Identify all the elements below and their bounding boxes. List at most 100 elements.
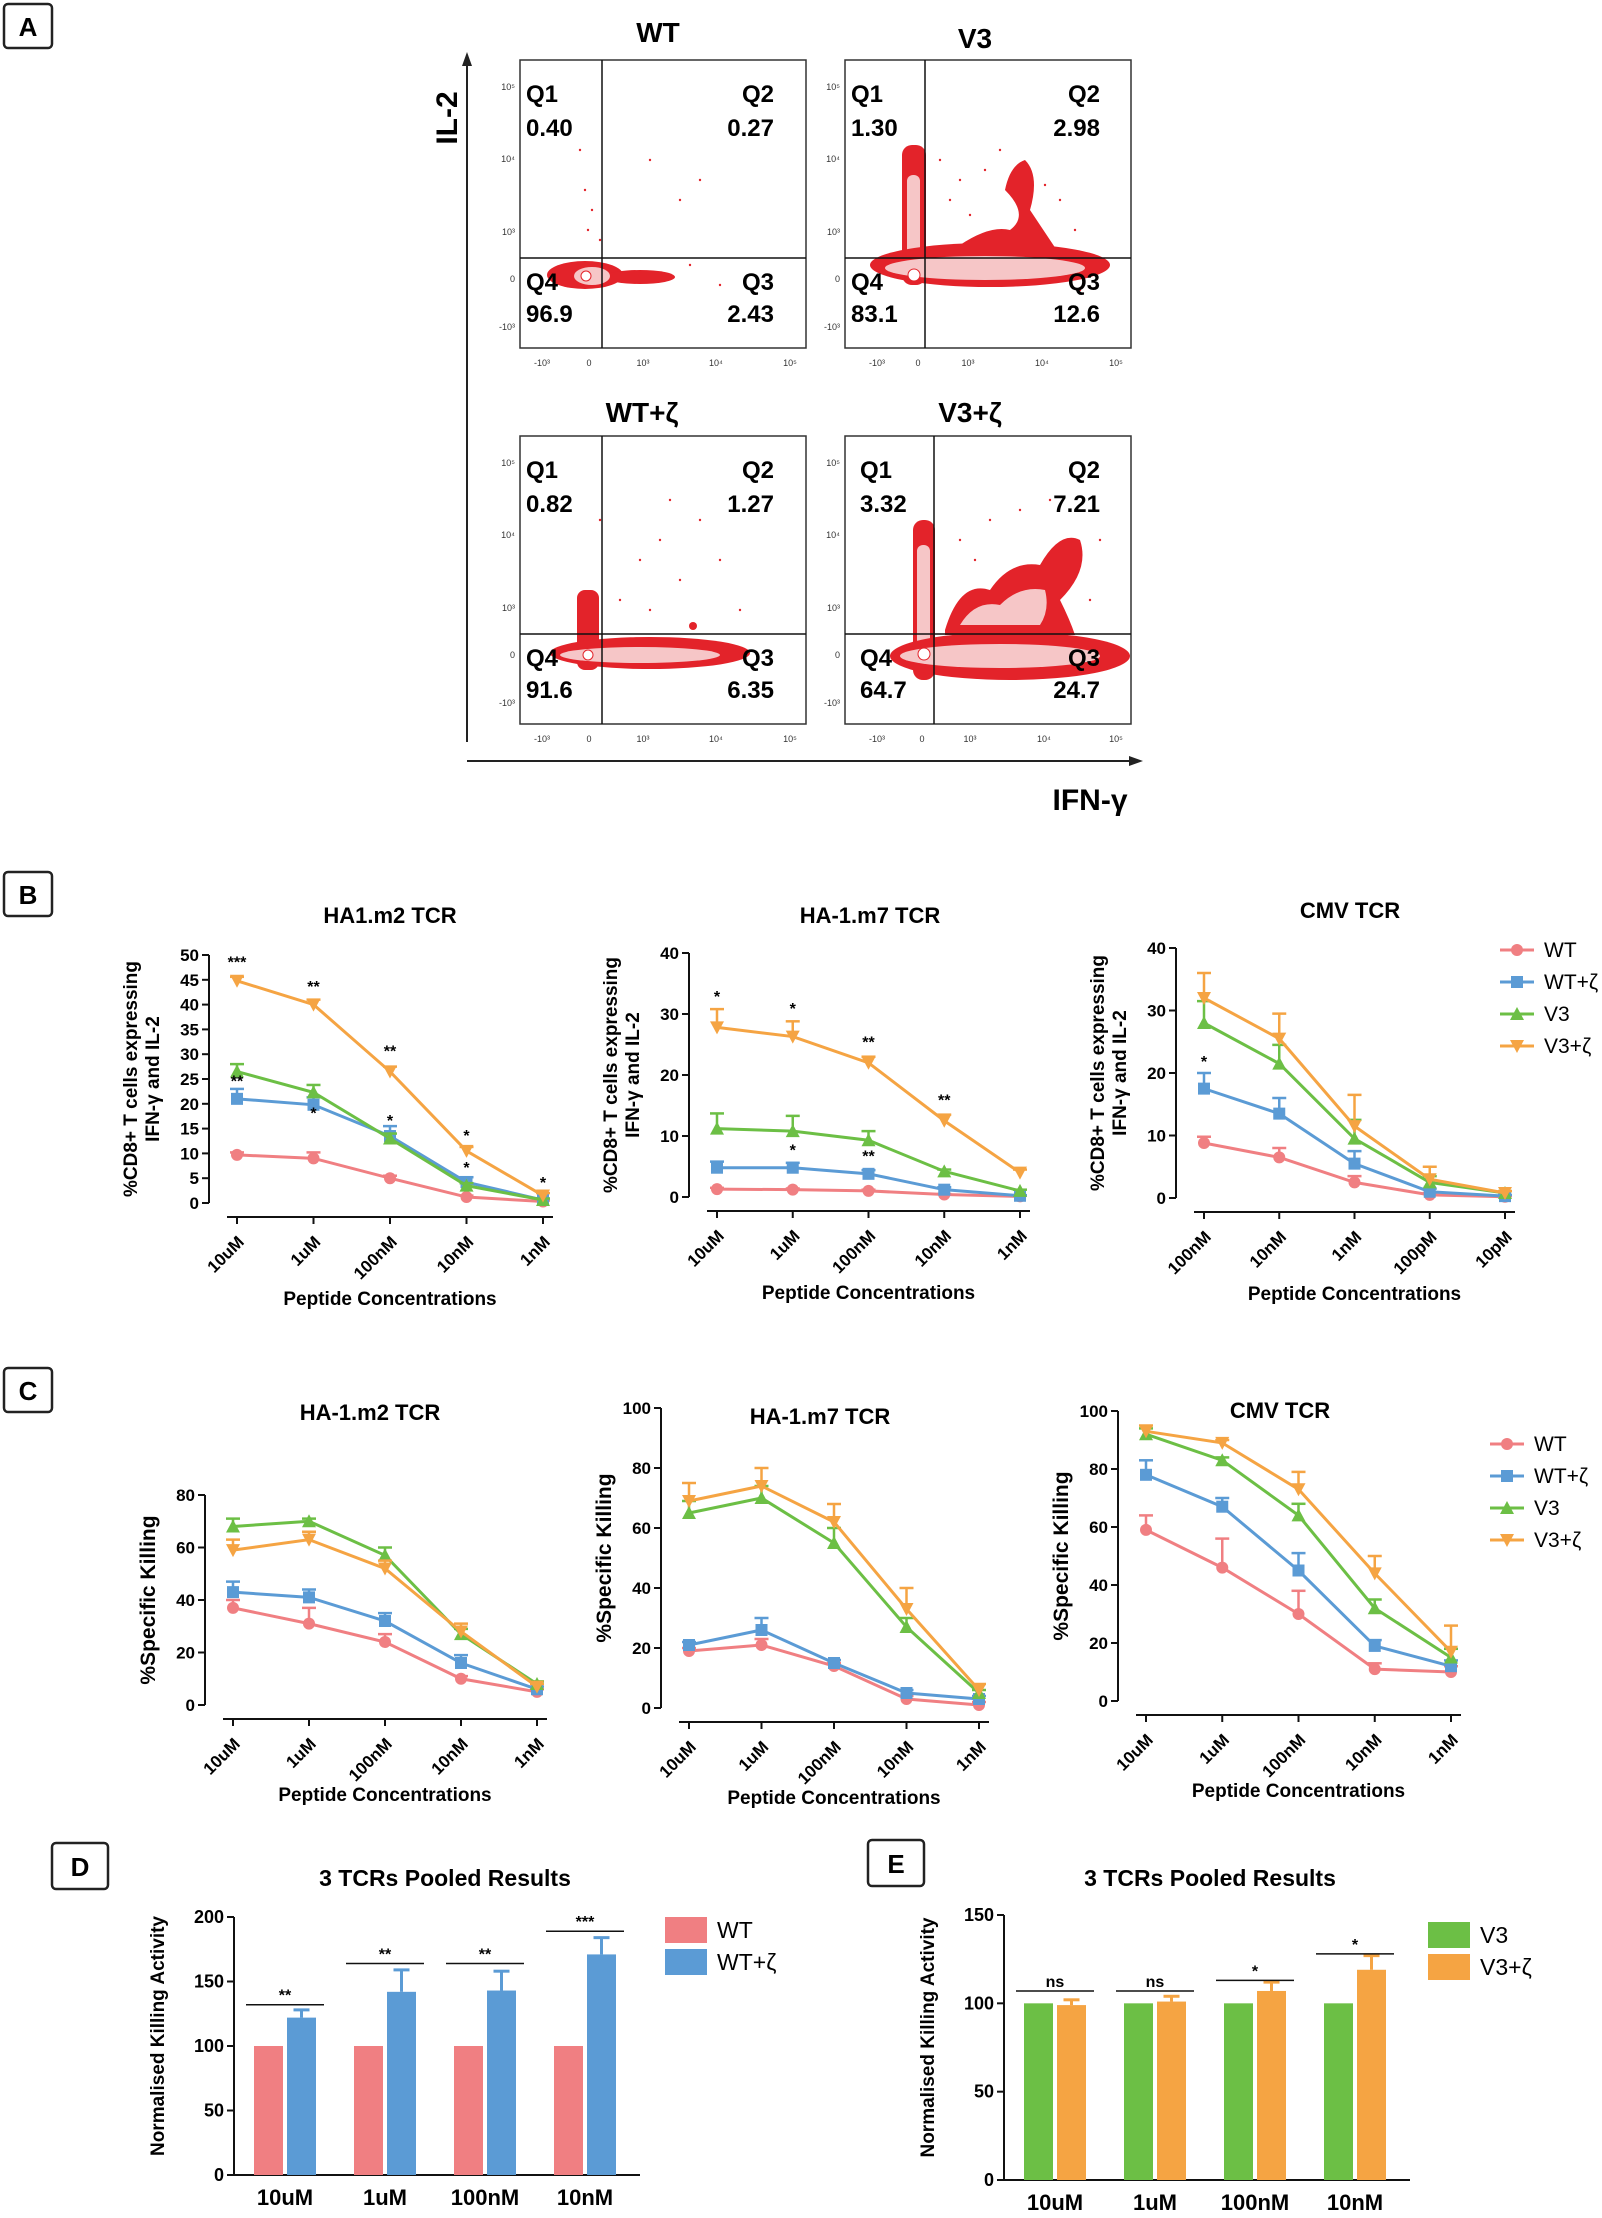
y-tick-label: 0 xyxy=(984,2170,994,2190)
y-tick-label: 40 xyxy=(632,1579,651,1598)
y-tick-label: 50 xyxy=(180,946,199,965)
x-axis-label: Peptide Concentrations xyxy=(762,1283,975,1304)
x-tick-label: 1uM xyxy=(282,1734,319,1771)
svg-text:0: 0 xyxy=(835,650,840,660)
data-point xyxy=(1197,992,1211,1005)
x-tick-label: 10nM xyxy=(428,1734,472,1778)
y-tick-label: 50 xyxy=(974,2082,994,2102)
series-wt xyxy=(1139,1514,1458,1678)
legend-label: WT xyxy=(1534,1433,1567,1456)
legend-marker xyxy=(1511,976,1523,988)
y-axis-label: IFN-γ and IL-2 xyxy=(623,1012,644,1138)
y-tick-label: 60 xyxy=(176,1539,195,1558)
x-tick-label: 1nM xyxy=(952,1737,989,1774)
y-tick-label: 0 xyxy=(214,2165,224,2185)
series-v3 xyxy=(226,1514,544,1690)
gate-q4-label: Q4 xyxy=(526,269,559,296)
data-point xyxy=(1368,1663,1381,1676)
data-point xyxy=(785,1124,800,1138)
line-chart-c-2: HA-1.m7 TCR 0 20 40 60 80 100 10uM 1uM 100nM 10nM 1… xyxy=(593,1399,990,1809)
data-point xyxy=(1367,1601,1382,1615)
y-tick-label: 0 xyxy=(1157,1189,1166,1208)
y-tick-label: 20 xyxy=(180,1095,199,1114)
svg-text:10³: 10³ xyxy=(827,603,840,613)
data-point xyxy=(682,1506,696,1519)
x-tick-label: 100nM xyxy=(794,1737,845,1788)
x-tick-label: 10nM xyxy=(911,1226,955,1270)
svg-text:-10³: -10³ xyxy=(534,358,550,368)
data-point xyxy=(785,1030,800,1044)
data-point xyxy=(861,1133,876,1147)
bar xyxy=(587,1954,616,2175)
data-point xyxy=(303,1591,315,1604)
svg-text:10⁵: 10⁵ xyxy=(1109,358,1123,368)
panel-d-label: D xyxy=(50,1841,110,1891)
flow-plot-v3: V3 Q1 1.30 Q2 2.98 Q4 83.1 Q3 12.6 -10³ xyxy=(824,23,1132,368)
series-v3-zeta xyxy=(226,1530,544,1694)
data-point xyxy=(710,1021,724,1035)
svg-text:0: 0 xyxy=(835,274,840,284)
line-chart-c-3: CMV TCR 0 20 40 60 80 100 10uM 1uM 100nM 10nM 1nM Pe… xyxy=(1050,1398,1462,1802)
x-tick-label: 10nM xyxy=(1327,2190,1383,2215)
y-tick-label: 80 xyxy=(1089,1460,1108,1479)
bar xyxy=(554,2046,583,2175)
svg-text:10⁴: 10⁴ xyxy=(826,154,840,164)
y-tick-label: 35 xyxy=(180,1020,199,1039)
svg-text:B: B xyxy=(19,880,38,910)
svg-text:0: 0 xyxy=(586,734,591,744)
y-axis-label: Normalised Killing Activity xyxy=(918,1917,939,2157)
x-tick-label: 1uM xyxy=(363,2185,407,2210)
y-tick-label: 200 xyxy=(194,1907,224,1927)
bar xyxy=(354,2046,383,2175)
svg-text:10³: 10³ xyxy=(961,358,974,368)
svg-text:10⁴: 10⁴ xyxy=(501,530,515,540)
series-v3-zeta xyxy=(682,1466,986,1697)
significance-mark: * xyxy=(790,1143,797,1160)
x-tick-label: 10uM xyxy=(656,1737,700,1781)
x-axis-label: Peptide Concentrations xyxy=(283,1289,496,1310)
legend: WT WT+ζ xyxy=(665,1917,776,1975)
line-chart-b-2: HA-1.m7 TCR 0 10 20 30 40 10uM 1uM 100nM 10nM 1nM P… xyxy=(601,903,1031,1304)
svg-text:0: 0 xyxy=(919,734,924,744)
gate-q1-label: Q1 xyxy=(526,81,558,108)
data-point xyxy=(227,1586,239,1599)
legend-marker xyxy=(1501,1438,1513,1450)
significance-mark: * xyxy=(463,1160,470,1177)
svg-text:10⁴: 10⁴ xyxy=(709,358,723,368)
x-tick-label: 1uM xyxy=(1196,1730,1233,1767)
significance-mark: * xyxy=(310,1106,317,1123)
x-tick-label: 1nM xyxy=(516,1232,553,1269)
gate-q3-value: 6.35 xyxy=(727,677,774,704)
data-point xyxy=(1216,1500,1229,1513)
y-tick-label: 25 xyxy=(180,1070,199,1089)
data-point xyxy=(1273,1107,1286,1120)
data-point xyxy=(1272,1032,1287,1046)
series-line xyxy=(236,979,544,1197)
x-tick-label: 10pM xyxy=(1472,1227,1516,1271)
label-text: D xyxy=(71,1852,90,1882)
x-tick-label: 10uM xyxy=(200,1734,244,1778)
data-point xyxy=(1198,1137,1210,1149)
svg-text:10⁵: 10⁵ xyxy=(501,82,515,92)
data-point xyxy=(1368,1639,1381,1652)
legend-label: V3 xyxy=(1534,1497,1560,1520)
data-point xyxy=(383,1131,397,1145)
data-point xyxy=(530,1680,544,1694)
legend-label: V3 xyxy=(1544,1003,1570,1026)
flow-frame xyxy=(844,59,1132,349)
gate-q1-value: 0.40 xyxy=(526,115,573,142)
x-axis-label: Peptide Concentrations xyxy=(727,1788,940,1809)
flow-plot-v3-zeta: V3+ζ Q1 3.32 Q2 7.21 Q4 64.7 Q3 24.7 xyxy=(824,397,1132,744)
x-tick-label: 10uM xyxy=(684,1226,728,1270)
significance-mark: ns xyxy=(1046,1974,1065,1991)
svg-text:10³: 10³ xyxy=(963,734,976,744)
x-tick-label: 100nM xyxy=(1258,1730,1309,1781)
gate-q1-value: 1.30 xyxy=(851,115,898,142)
x-tick-label: 10uM xyxy=(1113,1730,1157,1774)
svg-text:10³: 10³ xyxy=(827,227,840,237)
flow-title: WT+ζ xyxy=(606,397,679,428)
x-tick-label: 100nM xyxy=(345,1734,396,1785)
data-point xyxy=(302,1533,316,1547)
chart-title: 3 TCRs Pooled Results xyxy=(319,1865,571,1891)
